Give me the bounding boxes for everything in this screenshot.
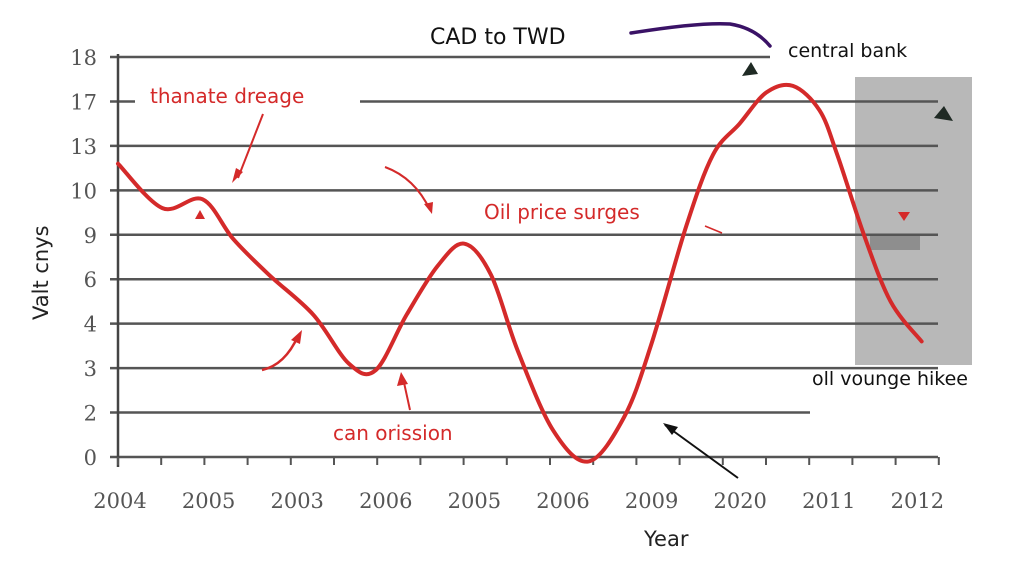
x-tick-label: 2011 (802, 489, 855, 513)
arrowhead-icon (397, 372, 408, 386)
annotation-can-orission: can orission (333, 421, 453, 445)
x-tick-label: 2009 (625, 489, 678, 513)
arrowhead-icon (424, 202, 433, 214)
x-tick-label: 2020 (713, 489, 766, 513)
arrowhead-icon (663, 423, 678, 435)
annotation-oll-vounge-hikee: oll vounge hikee (812, 368, 968, 390)
y-tick-label: 4 (84, 313, 97, 337)
triangle-down-marker-icon (898, 212, 910, 221)
shaded-region (855, 77, 972, 365)
arrowhead-icon (291, 330, 302, 344)
y-tick-label: 13 (70, 135, 97, 159)
x-tick-label: 2012 (891, 489, 944, 513)
x-tick-label: 2006 (359, 489, 412, 513)
y-tick-label: 2 (84, 402, 97, 426)
tick-mark (704, 225, 723, 234)
x-tick-label: 2006 (536, 489, 589, 513)
y-axis-title: Valt cnys (29, 225, 53, 320)
annotation-oil-price-surges: Oil price surges (484, 200, 640, 224)
x-tick-label: 2005 (182, 489, 235, 513)
chart-title: CAD to TWD (430, 25, 566, 50)
arrow-black (664, 424, 739, 479)
y-tick-label: 10 (70, 179, 97, 203)
x-tick-label: 2004 (93, 489, 146, 513)
arrowhead-icon (232, 168, 243, 183)
arrow-curve-up (261, 335, 300, 372)
arrow-curve (384, 166, 431, 211)
series-line (116, 82, 924, 464)
y-tick-label: 18 (70, 46, 97, 70)
annotation-central-bank: central bank (788, 40, 907, 62)
y-tick-label: 0 (84, 446, 97, 470)
x-axis-title: Year (643, 527, 689, 551)
arrow-thanate (237, 113, 264, 179)
x-tick-label: 2005 (448, 489, 501, 513)
y-tick-label: 6 (84, 268, 97, 292)
y-tick-label: 17 (70, 90, 97, 114)
shaded-inner-block (870, 236, 920, 250)
y-tick-label: 9 (84, 224, 97, 248)
triangle-marker-icon (195, 210, 205, 219)
y-tick-label: 3 (84, 357, 97, 381)
triangle-marker-icon (742, 62, 758, 76)
triangle-marker-icon (934, 106, 953, 121)
annotation-thanate-dreage: thanate dreage (150, 84, 304, 108)
x-tick-label: 2003 (270, 489, 323, 513)
purple-stroke (629, 21, 772, 48)
